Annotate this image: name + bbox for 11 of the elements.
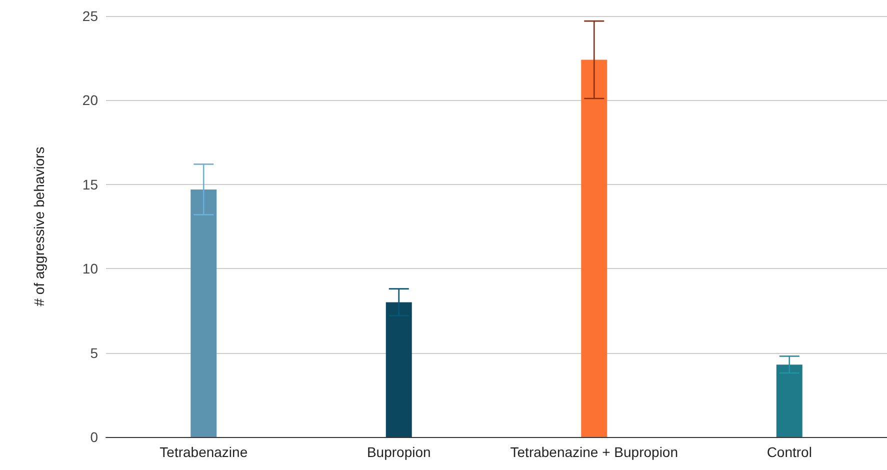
y-tick-label: 25: [82, 8, 98, 24]
x-tick-label: Tetrabenazine + Bupropion: [510, 444, 678, 460]
y-tick-label: 0: [90, 429, 98, 445]
y-tick-label: 20: [82, 92, 98, 108]
y-axis-title: # of aggressive behaviors: [31, 146, 47, 306]
y-tick-label: 10: [82, 260, 98, 277]
y-tick-label: 15: [82, 176, 98, 192]
x-tick-label: Bupropion: [366, 444, 431, 460]
x-tick-label: Control: [766, 444, 812, 460]
x-tick-label: Tetrabenazine: [160, 444, 248, 460]
y-tick-label: 5: [90, 344, 98, 361]
